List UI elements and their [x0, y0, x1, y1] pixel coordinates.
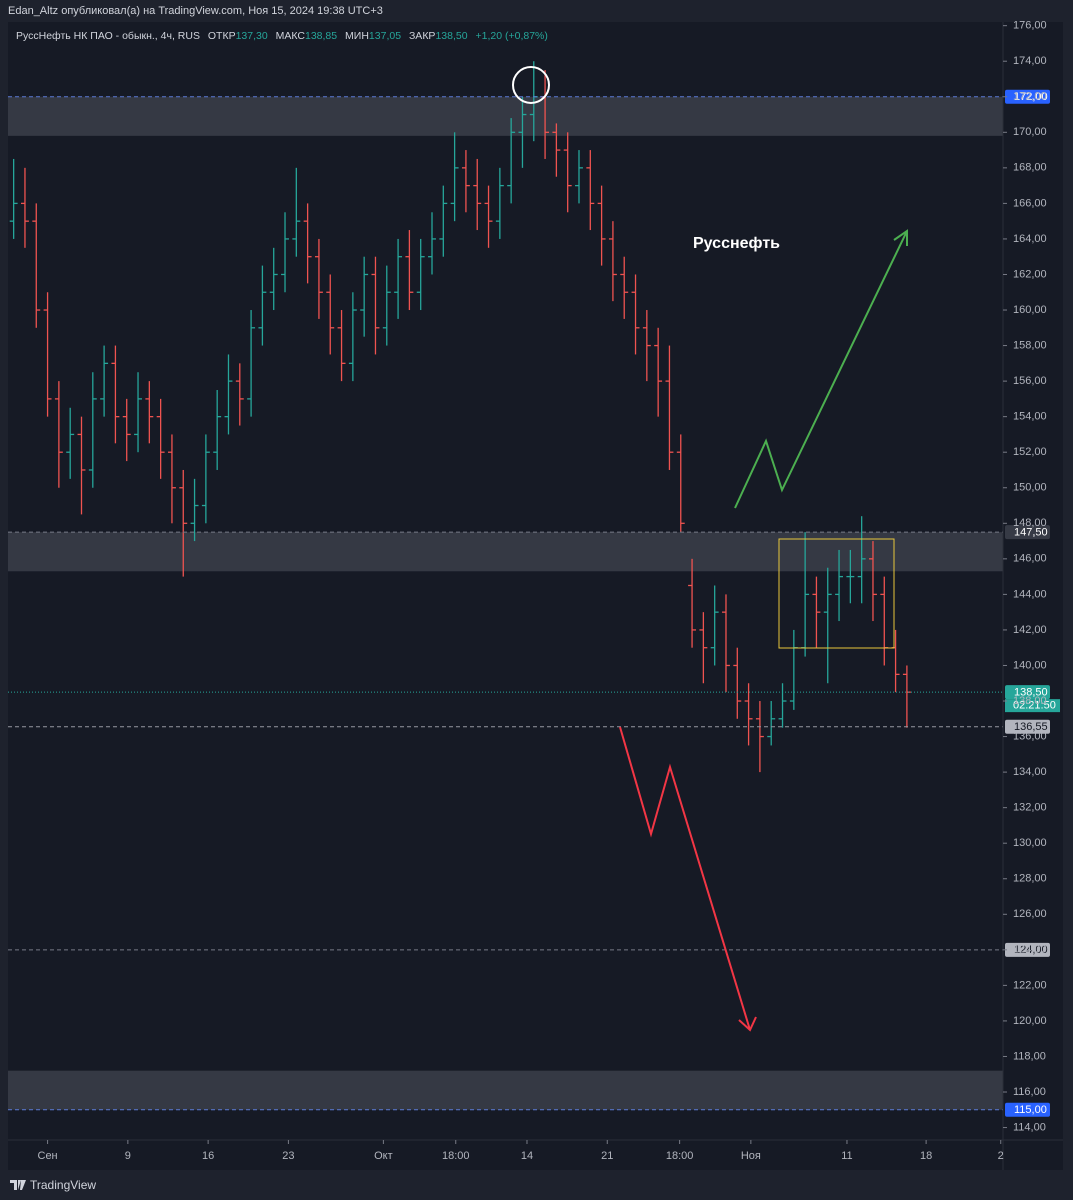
- open-label: ОТКР: [207, 30, 236, 42]
- brand: TradingView: [30, 1178, 97, 1192]
- y-tick-label: 136,00: [1013, 730, 1047, 742]
- footer: TradingView: [0, 1172, 1073, 1200]
- x-tick-label: 18:00: [442, 1150, 470, 1162]
- y-tick-label: 148,00: [1013, 517, 1047, 529]
- zone: [8, 532, 1003, 572]
- logo: [10, 1180, 26, 1190]
- x-tick-label: 23: [282, 1150, 294, 1162]
- high-value: 138,85: [304, 30, 338, 42]
- top-bar: Edan_Altz опубликовал(а) на TradingView.…: [0, 0, 1073, 22]
- x-tick-label: 21: [601, 1150, 613, 1162]
- y-tick-label: 174,00: [1013, 55, 1047, 67]
- circle-drawing: [512, 66, 550, 104]
- y-tick-label: 122,00: [1013, 979, 1047, 991]
- price-label-bg: [1005, 1102, 1050, 1117]
- y-tick-label: 118,00: [1013, 1050, 1046, 1062]
- y-tick-label: 168,00: [1013, 162, 1047, 174]
- high-label: МАКС: [275, 30, 305, 42]
- y-tick-label: 126,00: [1013, 908, 1047, 920]
- y-tick-label: 140,00: [1013, 659, 1047, 671]
- chart-bg: [8, 22, 1063, 1170]
- x-tick-label: 16: [202, 1150, 214, 1162]
- price-label: 147,50: [1014, 527, 1048, 539]
- y-tick-label: 132,00: [1013, 802, 1047, 814]
- close-label: ЗАКР: [408, 30, 436, 42]
- y-tick-label: 164,00: [1013, 233, 1047, 245]
- down-arrow-head: [738, 1016, 757, 1032]
- annotation: Русснефть: [693, 235, 780, 252]
- y-tick-label: 154,00: [1013, 411, 1047, 423]
- zone: [8, 96, 1003, 136]
- low-value: 137,05: [368, 30, 402, 42]
- y-tick-label: 172,00: [1013, 91, 1047, 103]
- price-label-bg: [1005, 89, 1050, 104]
- legend: РуссНефть НК ПАО - обыкн., 4ч, RUS ОТКР1…: [16, 30, 548, 42]
- publisher: Edan_Altz опубликовал(а) на TradingView.…: [8, 5, 383, 17]
- y-tick-label: 170,00: [1013, 126, 1047, 138]
- y-tick-label: 144,00: [1013, 588, 1047, 600]
- price-label: 124,00: [1014, 944, 1048, 956]
- y-tick-label: 162,00: [1013, 268, 1047, 280]
- y-tick-label: 130,00: [1013, 837, 1047, 849]
- y-tick-label: 156,00: [1013, 375, 1047, 387]
- chart: 172,00147,50138,5002:21:50136,55124,0011…: [8, 20, 1063, 1170]
- y-tick-label: 146,00: [1013, 553, 1047, 565]
- up-arrow-head: [893, 229, 908, 246]
- y-tick-label: 116,00: [1013, 1086, 1046, 1098]
- up-arrow: [734, 230, 908, 509]
- countdown-bg: [1005, 699, 1060, 713]
- y-tick-label: 120,00: [1013, 1015, 1047, 1027]
- y-tick-label: 152,00: [1013, 446, 1047, 458]
- x-tick-label: 14: [521, 1150, 533, 1162]
- change: +1,20 (+0,87%): [475, 30, 548, 42]
- y-tick-label: 150,00: [1013, 482, 1047, 494]
- x-tick-label: 2: [998, 1150, 1004, 1162]
- x-tick-label: 18:00: [666, 1150, 694, 1162]
- price-label-bg: [1005, 525, 1050, 540]
- y-tick-label: 166,00: [1013, 197, 1047, 209]
- low-label: МИН: [345, 30, 369, 42]
- range-box: [778, 538, 895, 649]
- down-arrow: [619, 726, 751, 1031]
- x-tick-label: Сен: [38, 1150, 58, 1162]
- price-label: 115,00: [1014, 1104, 1047, 1116]
- price-label-bg: [1005, 942, 1050, 957]
- y-tick-label: 142,00: [1013, 624, 1047, 636]
- y-tick-label: 134,00: [1013, 766, 1047, 778]
- y-tick-label: 138,00: [1013, 695, 1047, 707]
- y-tick-label: 128,00: [1013, 873, 1047, 885]
- y-tick-label: 176,00: [1013, 20, 1047, 32]
- y-tick-label: 160,00: [1013, 304, 1047, 316]
- price-label-bg: [1005, 719, 1050, 734]
- close-value: 138,50: [435, 30, 468, 42]
- countdown: 02:21:50: [1013, 700, 1056, 712]
- symbol: РуссНефть НК ПАО - обыкн., 4ч, RUS: [16, 30, 200, 42]
- y-tick-label: 158,00: [1013, 339, 1047, 351]
- y-tick-label: 124,00: [1013, 944, 1047, 956]
- x-tick-label: 18: [920, 1150, 932, 1162]
- x-tick-label: Окт: [374, 1150, 393, 1162]
- open-value: 137,30: [235, 30, 268, 42]
- price-label: 172,00: [1014, 91, 1048, 103]
- x-tick-label: Ноя: [741, 1150, 761, 1162]
- price-label: 136,55: [1014, 721, 1048, 733]
- x-tick-label: 11: [841, 1150, 852, 1162]
- y-tick-label: 114,00: [1013, 1121, 1046, 1133]
- x-tick-label: 9: [125, 1150, 131, 1162]
- price-label-bg: [1005, 685, 1050, 700]
- zone: [8, 1070, 1003, 1110]
- price-label: 138,50: [1014, 687, 1048, 699]
